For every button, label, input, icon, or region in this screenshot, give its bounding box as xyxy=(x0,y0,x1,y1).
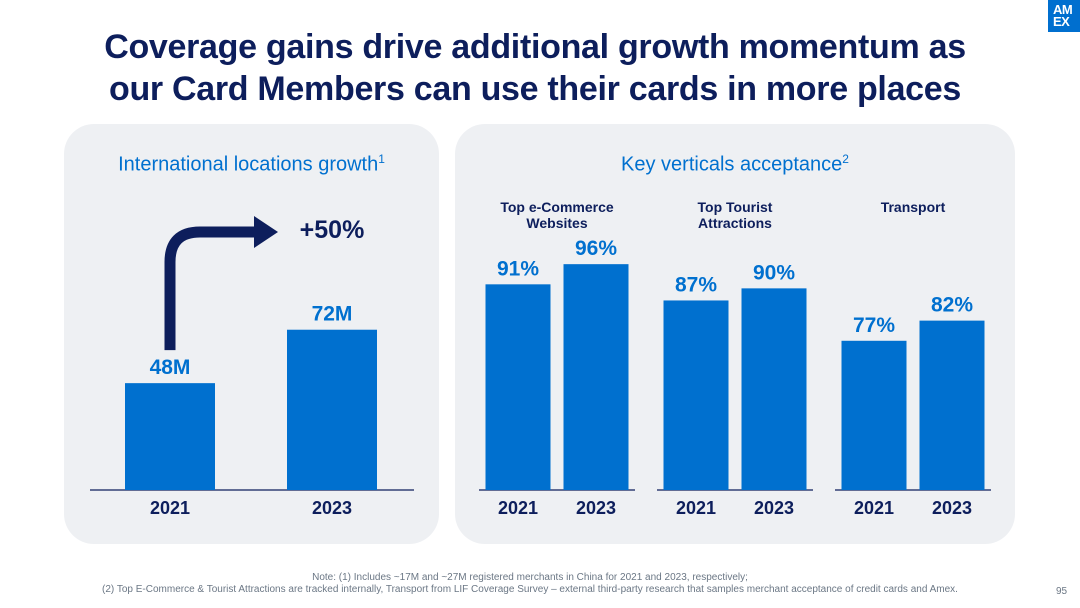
bar-top-e-commerce-websites-2021 xyxy=(485,284,551,490)
group-label-top-e-commerce-websites-line-1: Top e-Commerce xyxy=(500,199,614,215)
bar-top-tourist-attractions-2021 xyxy=(663,300,729,490)
value-label-top-tourist-attractions-2023: 90% xyxy=(753,261,795,284)
bar-transport-2021 xyxy=(841,340,907,490)
verticals-acceptance-panel: Key verticals acceptance2 Top e-Commerce… xyxy=(455,124,1015,544)
x-tick-2021: 2021 xyxy=(150,498,190,518)
bar-top-tourist-attractions-2023 xyxy=(741,288,807,490)
bar-2023 xyxy=(287,329,377,490)
page-title: Coverage gains drive additional growth m… xyxy=(40,26,1030,110)
x-tick-top-e-commerce-websites-2021: 2021 xyxy=(498,498,538,518)
growth-arrow-shaft xyxy=(164,226,254,351)
page-number: 95 xyxy=(1056,586,1068,597)
international-growth-title-text: International locations growth xyxy=(118,153,379,176)
group-label-top-tourist-attractions-line-2: Attractions xyxy=(698,215,772,231)
verticals-acceptance-footnote-ref: 2 xyxy=(842,152,849,166)
page-title-line-1: Coverage gains drive additional growth m… xyxy=(104,28,966,66)
x-tick-top-tourist-attractions-2023: 2023 xyxy=(754,498,794,518)
amex-logo-text-2: EX xyxy=(1053,14,1070,29)
page-title-line-2: our Card Members can use their cards in … xyxy=(108,70,962,108)
value-label-2021: 48M xyxy=(150,356,191,379)
verticals-acceptance-title-text: Key verticals acceptance xyxy=(621,153,843,176)
value-label-top-e-commerce-websites-2021: 91% xyxy=(497,257,539,280)
x-tick-top-tourist-attractions-2021: 2021 xyxy=(676,498,716,518)
x-tick-transport-2021: 2021 xyxy=(854,498,894,518)
value-label-2023: 72M xyxy=(312,303,353,326)
bar-2021 xyxy=(125,383,215,490)
amex-logo: AM EX xyxy=(1048,0,1080,32)
international-growth-title: International locations growth1 xyxy=(64,146,439,178)
value-label-transport-2021: 77% xyxy=(853,314,895,337)
x-tick-transport-2023: 2023 xyxy=(932,498,972,518)
x-tick-top-e-commerce-websites-2023: 2023 xyxy=(576,498,616,518)
group-label-transport-line-1: Transport xyxy=(881,199,946,215)
footnote-line-1: Note: (1) Includes ~17M and ~27M registe… xyxy=(312,572,748,583)
international-growth-chart: 48M 2021 72M 2023 +50% xyxy=(90,216,414,518)
value-label-top-e-commerce-websites-2023: 96% xyxy=(575,237,617,260)
growth-arrow-head xyxy=(254,216,278,248)
verticals-acceptance-title: Key verticals acceptance2 xyxy=(455,146,1015,178)
x-tick-2023: 2023 xyxy=(312,498,352,518)
bar-top-e-commerce-websites-2023 xyxy=(563,264,629,490)
group-label-top-e-commerce-websites-line-2: Websites xyxy=(526,215,587,231)
bar-transport-2023 xyxy=(919,320,985,490)
footnote: Note: (1) Includes ~17M and ~27M registe… xyxy=(20,572,1040,596)
value-label-top-tourist-attractions-2021: 87% xyxy=(675,273,717,296)
group-label-top-tourist-attractions-line-1: Top Tourist xyxy=(698,199,773,215)
amex-logo-text-1: AM xyxy=(1053,2,1073,17)
international-growth-footnote-ref: 1 xyxy=(378,152,385,166)
value-label-transport-2023: 82% xyxy=(931,294,973,317)
growth-annotation: +50% xyxy=(300,216,365,244)
international-growth-panel: International locations growth1 48M 2021 7… xyxy=(64,124,439,544)
footnote-line-2: (2) Top E-Commerce & Tourist Attractions… xyxy=(102,584,958,595)
